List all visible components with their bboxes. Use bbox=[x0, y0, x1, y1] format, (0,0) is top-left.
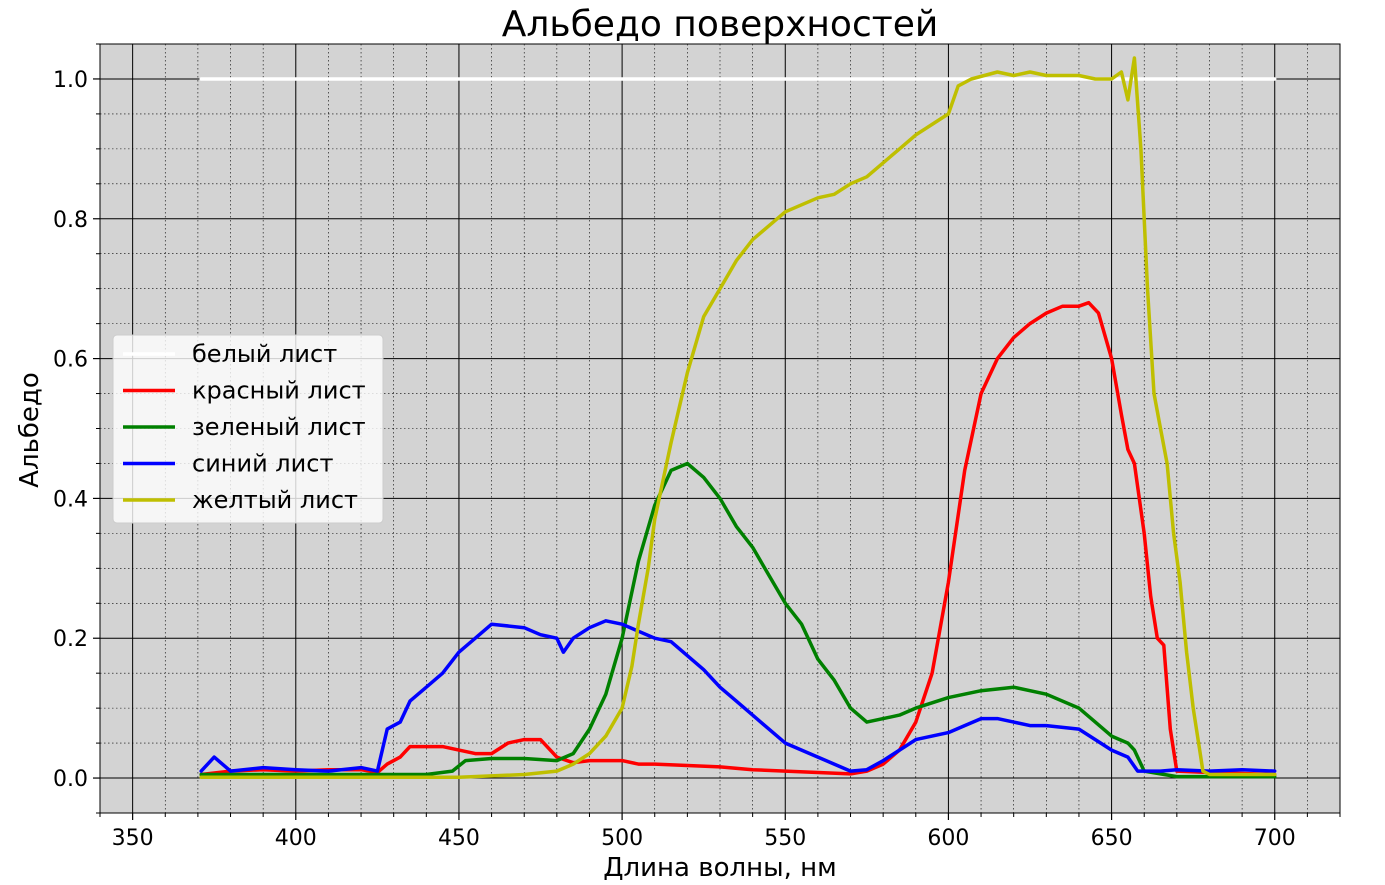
y-tick-label: 0.0 bbox=[53, 767, 88, 792]
x-tick-label: 350 bbox=[112, 826, 154, 851]
x-tick-label: 500 bbox=[601, 826, 643, 851]
x-tick-label: 700 bbox=[1254, 826, 1296, 851]
series-layer bbox=[199, 56, 1277, 780]
series-line-1 bbox=[199, 300, 1277, 777]
y-axis-label: Альбедо bbox=[15, 372, 45, 488]
x-tick-label: 450 bbox=[438, 826, 480, 851]
legend: белый лист красный лист зеленый лист синий … bbox=[112, 334, 384, 524]
series-line-3 bbox=[199, 619, 1277, 773]
y-tick-label: 0.2 bbox=[53, 627, 88, 652]
chart-title: Альбедо поверхностей bbox=[502, 4, 939, 45]
series-line-4 bbox=[199, 56, 1277, 780]
y-axis: 0.0 0.2 0.4 0.6 0.8 1.0 bbox=[53, 43, 100, 814]
x-axis: 350 400 450 500 550 600 650 700 bbox=[99, 813, 1341, 851]
legend-label: желтый лист bbox=[192, 486, 358, 514]
legend-box bbox=[112, 334, 384, 524]
x-tick-label: 650 bbox=[1091, 826, 1133, 851]
legend-label: синий лист bbox=[192, 450, 333, 478]
y-tick-label: 0.6 bbox=[53, 348, 88, 373]
series-line-2 bbox=[199, 461, 1277, 779]
x-tick-label: 400 bbox=[275, 826, 317, 851]
legend-label: красный лист bbox=[192, 377, 366, 405]
x-tick-label: 600 bbox=[927, 826, 969, 851]
y-tick-label: 1.0 bbox=[53, 68, 88, 93]
y-tick-label: 0.8 bbox=[53, 208, 88, 233]
x-axis-label: Длина волны, нм bbox=[603, 853, 837, 883]
x-tick-label: 550 bbox=[764, 826, 806, 851]
legend-label: белый лист bbox=[192, 340, 337, 368]
legend-label: зеленый лист bbox=[192, 413, 366, 441]
y-tick-label: 0.4 bbox=[53, 487, 88, 512]
